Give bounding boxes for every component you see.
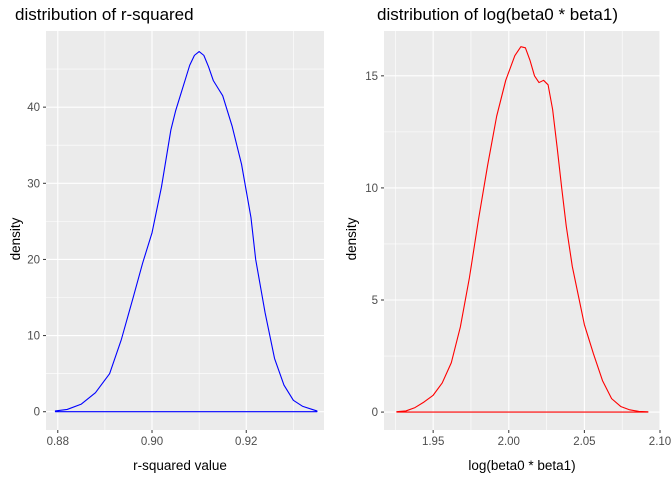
y-tick-label: 10 — [365, 183, 378, 195]
x-tick-label: 2.05 — [573, 436, 595, 448]
x-axis-label: r-squared value — [133, 458, 227, 473]
y-tick-label: 0 — [372, 407, 378, 419]
x-tick-label: 0.88 — [47, 436, 69, 448]
y-tick-label: 20 — [27, 254, 40, 266]
y-tick-label: 10 — [27, 331, 40, 343]
panel-background — [46, 31, 324, 430]
density-line — [54, 51, 318, 413]
panel-log-beta: distribution of log(beta0 * beta1) log(b… — [344, 5, 671, 473]
x-tick-label: 0.90 — [141, 436, 163, 448]
panel-r-squared: distribution of r-squared r-squared valu… — [8, 5, 324, 473]
y-tick-label: 15 — [365, 71, 378, 83]
chart-title: distribution of r-squared — [15, 5, 194, 24]
y-tick-label: 40 — [27, 102, 40, 114]
x-tick-label: 0.92 — [235, 436, 257, 448]
y-tick-label: 0 — [34, 407, 40, 419]
x-axis-label: log(beta0 * beta1) — [468, 458, 575, 473]
panel-background — [384, 31, 660, 430]
y-tick-label: 30 — [27, 178, 40, 190]
x-tick-label: 2.00 — [498, 436, 520, 448]
chart-title: distribution of log(beta0 * beta1) — [377, 5, 618, 24]
x-tick-label: 2.10 — [649, 436, 671, 448]
y-axis-label: density — [8, 217, 23, 260]
density-line — [396, 46, 649, 413]
y-axis-label: density — [344, 217, 359, 260]
x-tick-label: 1.95 — [422, 436, 444, 448]
y-tick-label: 5 — [372, 295, 378, 307]
